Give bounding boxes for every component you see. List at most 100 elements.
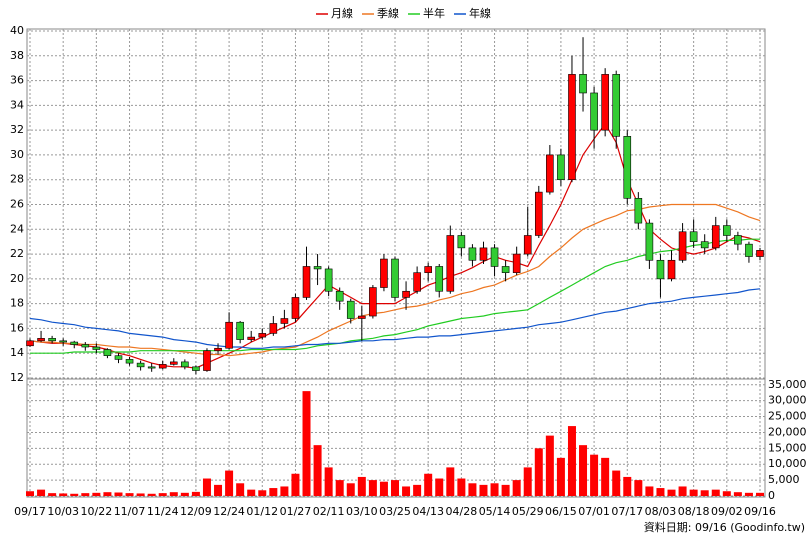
volume-bar (391, 480, 399, 496)
candle-body (667, 259, 676, 280)
y2-tick-label: 5,000 (768, 473, 800, 486)
x-tick-label: 02/11 (313, 505, 345, 518)
x-tick-label: 05/29 (512, 505, 544, 518)
x-tick-label: 04/28 (446, 505, 478, 518)
volume-bar (744, 492, 753, 496)
candle-body (192, 366, 200, 371)
candle-body (114, 355, 123, 360)
y2-tick-label: 20,000 (768, 425, 807, 438)
volume-bar (556, 457, 565, 496)
volume-bar (125, 493, 134, 496)
candle-body (346, 300, 355, 319)
volume-bar (523, 467, 532, 496)
candle-body (479, 247, 488, 261)
candle-body (645, 222, 654, 261)
y-tick-label: 34 (10, 98, 24, 111)
volume-bar (667, 489, 676, 496)
candle-body (634, 198, 643, 224)
candle-body (501, 266, 510, 273)
volume-bar (346, 483, 355, 496)
volume-bar (103, 492, 112, 496)
legend-label: 年線 (469, 6, 491, 20)
candle-body (125, 359, 134, 364)
volume-bar (457, 478, 466, 496)
moving-average-line (30, 238, 760, 354)
candle-body (435, 266, 444, 292)
x-tick-label: 07/01 (578, 505, 610, 518)
candle-body (324, 268, 333, 292)
candle-body (37, 338, 45, 342)
x-tick-label: 09/17 (14, 505, 46, 518)
y-tick-label: 32 (10, 123, 24, 136)
candle-body (380, 258, 388, 288)
volume-bar (379, 481, 388, 496)
x-tick-label: 11/07 (114, 505, 146, 518)
y2-tick-label: 25,000 (768, 410, 807, 423)
x-tick-label: 03/25 (379, 505, 411, 518)
x-tick-label: 01/27 (280, 505, 312, 518)
y2-tick-label: 30,000 (768, 394, 807, 407)
candle-body (369, 287, 377, 317)
candle-body (512, 253, 521, 273)
candle-body (656, 259, 665, 280)
volume-bar (225, 470, 234, 496)
x-tick-label: 10/03 (47, 505, 79, 518)
volume-bar (545, 435, 554, 496)
volume-bar (92, 492, 101, 496)
candle-body (424, 266, 432, 273)
volume-bar (180, 492, 189, 496)
x-tick-label: 09/16 (744, 505, 776, 518)
candle-body (92, 346, 101, 350)
volume-bar (191, 491, 200, 496)
x-tick-label: 07/17 (611, 505, 643, 518)
candle-body (402, 290, 410, 298)
volume-bar (446, 467, 455, 496)
volume-bar (368, 480, 377, 496)
volume-bar (601, 457, 610, 496)
volume-bar (324, 467, 333, 496)
volume-bar (335, 480, 344, 496)
y2-tick-label: 15,000 (768, 441, 807, 454)
candle-body (490, 247, 499, 267)
candle-body (413, 272, 421, 292)
candle-body (568, 74, 576, 181)
candle-body (446, 235, 455, 292)
x-tick-label: 04/13 (412, 505, 444, 518)
moving-average-line (29, 288, 761, 349)
candle-body (612, 74, 621, 137)
candle-body (601, 74, 609, 131)
candle-body (335, 290, 344, 302)
y-tick-label: 18 (10, 297, 24, 310)
footer: 資料日期: 09/16 (Goodinfo.tw) (644, 520, 805, 534)
volume-bar (512, 480, 521, 496)
y2-tick-label: 0 (768, 489, 775, 502)
candle-body (313, 266, 322, 270)
x-tick-label: 06/15 (545, 505, 577, 518)
candle-body (258, 333, 267, 338)
y-tick-label: 38 (10, 49, 24, 62)
volume-bar (612, 470, 621, 496)
volume-bar (689, 489, 698, 496)
volume-bar (645, 486, 654, 496)
volume-bar (269, 488, 278, 496)
candle-body (557, 154, 565, 181)
y-tick-label: 20 (10, 272, 24, 285)
volume-bar (214, 484, 223, 496)
candle-body (711, 225, 720, 249)
volume-bar (479, 484, 488, 496)
x-tick-label: 09/02 (711, 505, 743, 518)
volume-bar (37, 489, 46, 496)
volume-bar (656, 488, 665, 496)
candle-body (590, 92, 598, 131)
volume-bar (711, 489, 720, 496)
volume-bar (26, 491, 34, 496)
y-tick-label: 26 (10, 198, 24, 211)
y-tick-label: 24 (10, 222, 24, 235)
candle-body (700, 241, 709, 249)
y-tick-label: 36 (10, 74, 24, 87)
y-tick-label: 28 (10, 173, 24, 186)
volume-bar (634, 480, 643, 496)
y-tick-label: 14 (10, 346, 24, 359)
candle-body (391, 258, 399, 298)
